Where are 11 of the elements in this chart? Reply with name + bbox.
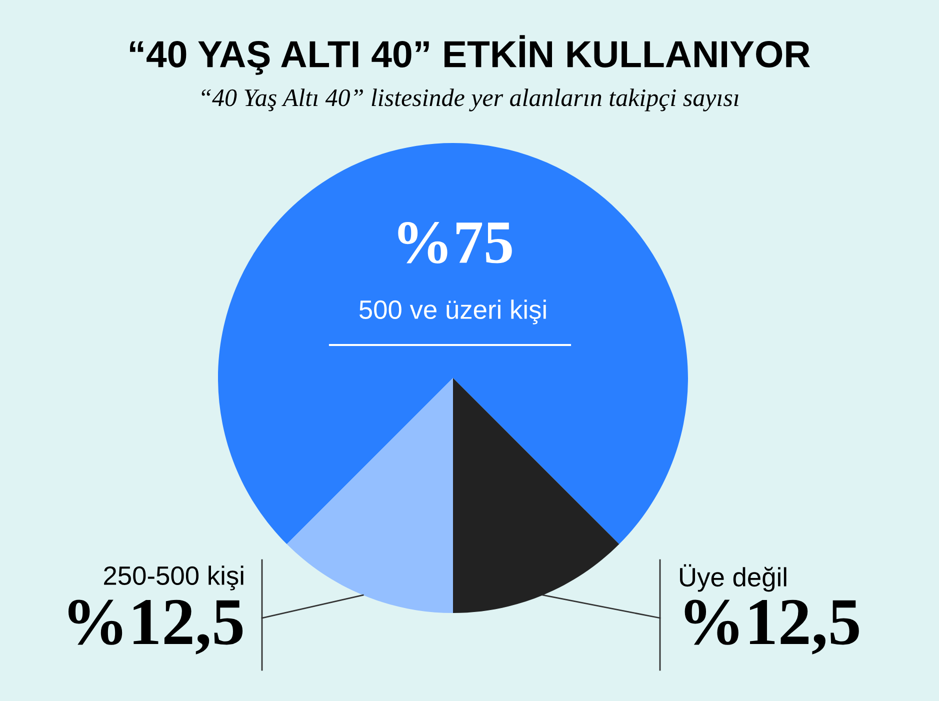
data-label: %12,5	[68, 600, 243, 654]
data-label: %75	[398, 222, 512, 264]
chart-subtitle: “40 Yaş Altı 40” listesinde yer alanların takipçi sayısı	[202, 88, 738, 112]
pie-slice	[453, 378, 620, 613]
slice-label: Üye değil	[680, 564, 786, 592]
data-label: %12,5	[684, 600, 859, 654]
pie-slice	[286, 378, 453, 613]
slice-label: 500 ve üzeri kişi	[359, 300, 546, 324]
slice-label: 250-500 kişi	[104, 566, 244, 590]
pie-slice	[218, 143, 688, 544]
chart-title: “40 YAŞ ALTI 40” ETKİN KULLANIYOR	[130, 35, 810, 75]
